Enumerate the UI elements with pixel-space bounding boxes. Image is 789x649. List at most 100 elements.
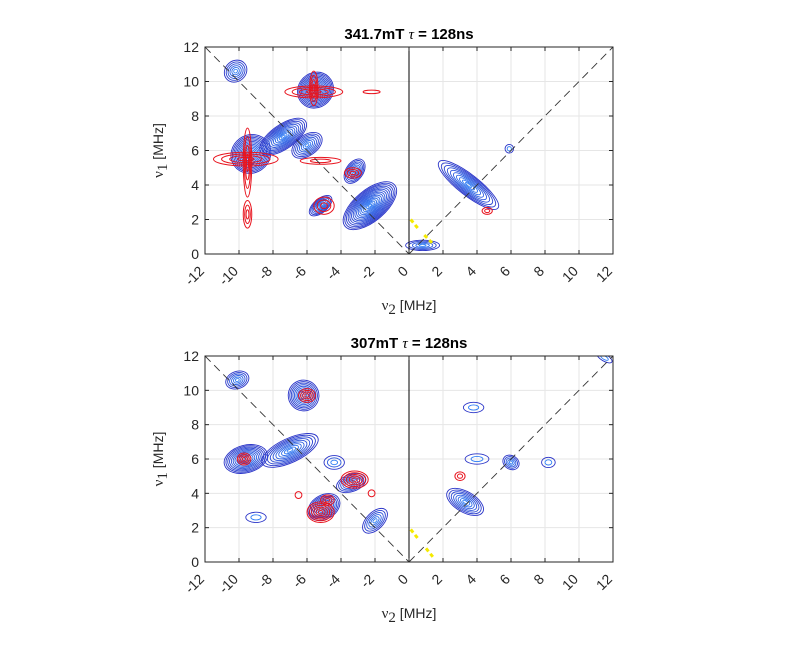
red-contour-line bbox=[291, 86, 336, 97]
red-contour-peak bbox=[306, 501, 335, 524]
blue-contour-line bbox=[455, 494, 475, 510]
red-contour-peak bbox=[362, 89, 381, 95]
blue-contour-line bbox=[366, 512, 384, 530]
blue-contour-line bbox=[367, 203, 373, 208]
blue-contour-line bbox=[276, 131, 290, 142]
blue-contour-line bbox=[261, 433, 319, 468]
y-tick-label: 6 bbox=[191, 143, 199, 159]
y-axis-label: ν1 [MHz] bbox=[150, 432, 171, 487]
red-contour-line bbox=[456, 473, 464, 479]
red-contour-peak bbox=[367, 489, 376, 498]
y-tick-label: 12 bbox=[183, 348, 199, 364]
x-tick-label: 4 bbox=[462, 571, 479, 588]
red-contour-line bbox=[236, 452, 252, 466]
blue-contour-line bbox=[455, 174, 482, 196]
blue-contour-line bbox=[326, 457, 342, 468]
blue-contour-line bbox=[446, 167, 491, 203]
blue-contour-line bbox=[267, 123, 300, 150]
blue-contour-line bbox=[264, 434, 316, 467]
x-tick-label: -8 bbox=[255, 571, 275, 591]
red-contour-line bbox=[324, 497, 331, 503]
blue-contour-peak bbox=[462, 401, 485, 414]
blue-contour-line bbox=[443, 165, 494, 205]
blue-contour-line bbox=[504, 456, 518, 469]
blue-contour-line bbox=[297, 71, 334, 109]
blue-contour-line bbox=[227, 372, 248, 389]
blue-contour-line bbox=[273, 128, 294, 145]
blue-contour-line bbox=[344, 182, 396, 229]
blue-contour-line bbox=[505, 457, 517, 468]
x-tick-label: -6 bbox=[289, 571, 309, 591]
x-tick-label: 0 bbox=[394, 571, 411, 588]
red-contour-peak bbox=[481, 206, 493, 215]
yellow-trace bbox=[424, 547, 434, 558]
blue-contour-line bbox=[245, 511, 267, 523]
blue-contour-line bbox=[449, 169, 488, 201]
blue-contour-line bbox=[234, 378, 240, 382]
red-contour-peak bbox=[294, 491, 303, 499]
blue-contour-line bbox=[323, 455, 345, 470]
blue-contour-line bbox=[263, 120, 304, 153]
red-contour-line bbox=[322, 496, 333, 505]
red-contour-line bbox=[343, 167, 362, 179]
blue-contour-line bbox=[291, 131, 323, 159]
red-contour-line bbox=[340, 470, 369, 489]
x-axis-label: ν2 [MHz] bbox=[382, 297, 437, 318]
y-tick-label: 0 bbox=[191, 554, 199, 570]
red-contour-line bbox=[481, 206, 493, 215]
blue-contour-line bbox=[234, 451, 258, 467]
blue-contour-line bbox=[232, 450, 259, 468]
blue-contour-line bbox=[259, 117, 307, 156]
blue-contour-line bbox=[368, 514, 382, 528]
x-tick-label: 10 bbox=[559, 263, 581, 285]
red-contour-line bbox=[245, 209, 250, 220]
blue-contour-line bbox=[274, 130, 292, 144]
blue-contour-line bbox=[544, 459, 553, 466]
y-tick-label: 12 bbox=[183, 39, 199, 55]
x-label-subscript: 2 bbox=[388, 610, 396, 626]
blue-contour-line bbox=[346, 161, 363, 181]
y-label-unit: [MHz] bbox=[150, 432, 166, 472]
title-field: 307mT bbox=[351, 335, 403, 352]
x-tick-label: -4 bbox=[323, 263, 343, 283]
blue-contour-line bbox=[272, 439, 308, 462]
blue-contour-line bbox=[293, 133, 321, 158]
data-layer bbox=[205, 47, 613, 254]
blue-contour-line bbox=[281, 444, 299, 456]
blue-contour-line bbox=[302, 76, 329, 104]
y-tick-label: 8 bbox=[191, 108, 199, 124]
x-label-subscript: 2 bbox=[388, 302, 396, 318]
red-contour-line bbox=[306, 89, 322, 94]
blue-contour-line bbox=[364, 510, 386, 532]
red-contour-line bbox=[309, 158, 332, 164]
plot-panel-top: -12 -10 -8 -6 -4 -2 0 2 4 6 8 10 12024681012341.7mT … bbox=[150, 26, 615, 318]
y-label-unit: [MHz] bbox=[150, 123, 166, 163]
blue-contour-line bbox=[464, 453, 490, 465]
x-tick-label: -2 bbox=[357, 263, 377, 283]
diagonal-line bbox=[408, 356, 613, 562]
title-field: 341.7mT bbox=[344, 26, 408, 43]
y-label-symbol: ν bbox=[151, 479, 167, 486]
blue-contour-line bbox=[448, 489, 482, 515]
blue-contour-line bbox=[437, 160, 500, 210]
red-contour-line bbox=[238, 453, 250, 465]
data-layer bbox=[205, 356, 613, 562]
red-contour-line bbox=[367, 489, 376, 498]
red-contour-line bbox=[242, 200, 253, 229]
blue-contour-line bbox=[298, 138, 316, 153]
blue-contour-peak bbox=[223, 59, 248, 83]
blue-contour-line bbox=[223, 59, 248, 83]
blue-contour-line bbox=[283, 446, 297, 455]
red-contour-line bbox=[284, 85, 344, 99]
blue-contour-line bbox=[356, 193, 384, 219]
blue-contour-line bbox=[298, 72, 333, 108]
blue-contour-line bbox=[465, 182, 472, 188]
blue-contour-line bbox=[309, 494, 339, 520]
blue-contour-line bbox=[366, 202, 374, 210]
red-contour-line bbox=[244, 144, 251, 181]
yellow-trace bbox=[409, 218, 421, 231]
blue-contour-peak bbox=[502, 454, 520, 471]
red-contour-line bbox=[317, 510, 324, 515]
